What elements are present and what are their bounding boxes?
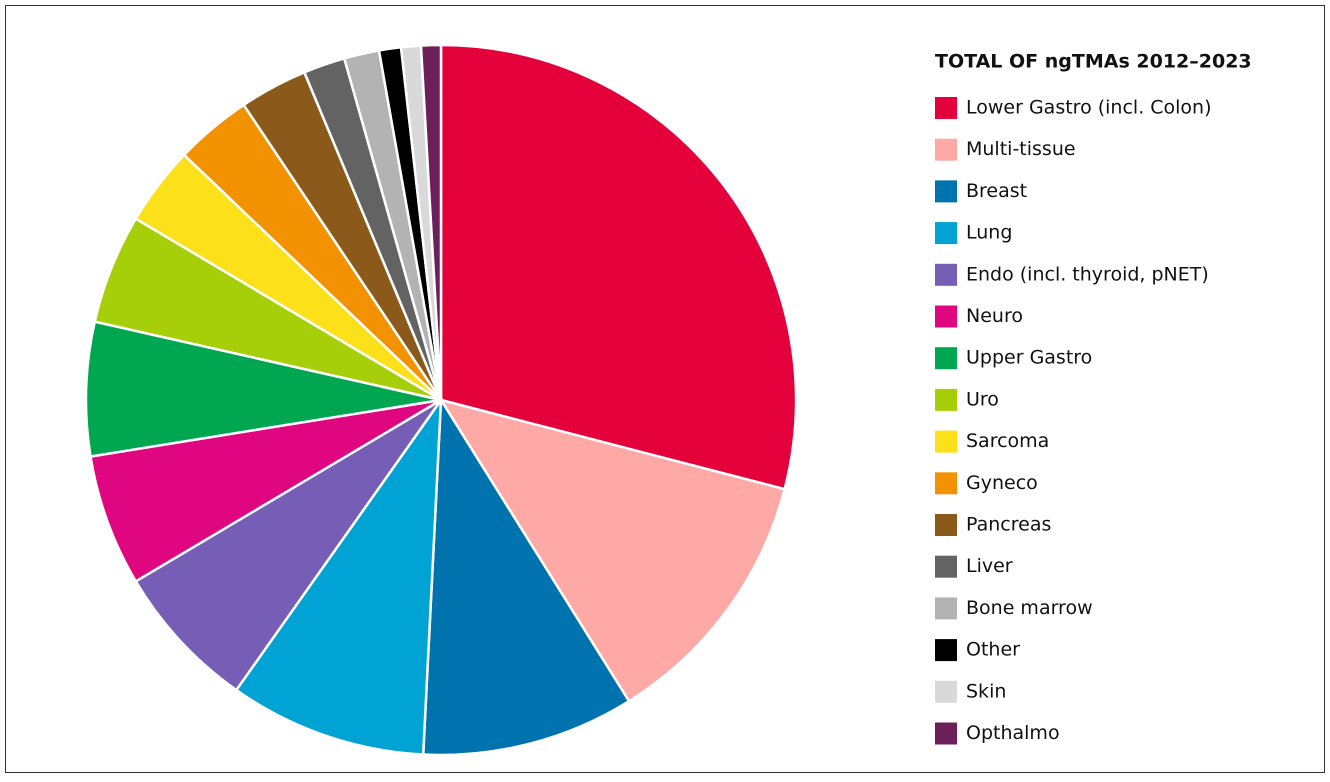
legend-swatch — [935, 555, 957, 578]
legend-label: Breast — [966, 180, 1027, 202]
legend-swatch — [935, 514, 957, 536]
legend-label: Neuro — [966, 305, 1023, 327]
pie-slice — [234, 395, 443, 756]
legend-swatch — [935, 138, 957, 161]
legend-label: Upper Gastro — [966, 347, 1092, 369]
legend-label: Opthalmo — [966, 722, 1060, 744]
legend-label: Uro — [966, 388, 999, 410]
legend-label: Sarcoma — [966, 430, 1049, 452]
legend-swatch — [935, 430, 957, 453]
legend-swatch — [935, 639, 957, 662]
legend-swatch — [935, 388, 957, 411]
pie-slice — [438, 398, 787, 703]
legend-swatch — [935, 722, 957, 745]
legend-label: Other — [966, 639, 1020, 661]
pie-slice — [89, 398, 442, 584]
legend-label: Lung — [966, 222, 1012, 244]
legend-label: Lower Gastro (incl. Colon) — [966, 97, 1212, 119]
legend-label: Bone marrow — [966, 597, 1093, 619]
pie-slice — [84, 320, 442, 458]
legend-label: Multi-tissue — [966, 138, 1076, 160]
legend-swatch — [935, 263, 957, 286]
legend-label: Endo (incl. thyroid, pNET) — [966, 263, 1209, 285]
legend-title: TOTAL OF ngTMAs 2012–2023 — [935, 51, 1252, 73]
legend-swatch — [935, 180, 957, 203]
pie-slice — [439, 43, 798, 491]
legend-swatch — [935, 347, 957, 370]
legend-label: Liver — [966, 555, 1013, 577]
legend-swatch — [935, 222, 957, 245]
pie-slice — [419, 43, 443, 401]
legend-label: Gyneco — [966, 472, 1038, 494]
legend-swatch — [935, 305, 957, 328]
legend-swatch — [935, 680, 957, 703]
legend-swatch — [935, 97, 957, 119]
legend-label: Skin — [966, 680, 1006, 702]
legend-swatch — [935, 597, 957, 620]
pie-slice — [421, 395, 631, 757]
legend-label: Pancreas — [966, 514, 1051, 536]
legend-swatch — [935, 472, 957, 495]
pie-slice — [134, 398, 443, 692]
